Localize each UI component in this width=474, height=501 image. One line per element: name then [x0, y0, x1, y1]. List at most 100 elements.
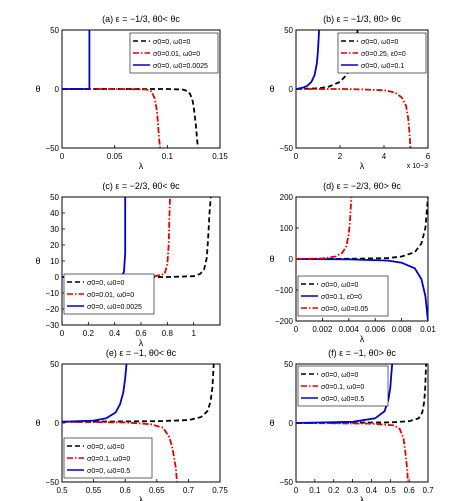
x-tick-label: 0.7	[422, 486, 434, 495]
x-tick-label: 0.1	[162, 152, 174, 161]
y-tick-label: 100	[280, 224, 294, 233]
x-tick-label: 0.1	[309, 486, 321, 495]
series-line-3	[62, 364, 128, 423]
x-tick-label: 0	[60, 329, 65, 338]
y-axis-label: θ	[269, 418, 274, 428]
series-line-1	[62, 197, 212, 278]
y-tick-label: 0	[289, 255, 294, 264]
x-tick-label: 0.5	[385, 486, 397, 495]
panel-title: (e) ε = −1, θ0< θc	[106, 348, 177, 358]
panel-title: (f) ε = −1, θ0> θc	[328, 348, 396, 358]
x-tick-label: 0.15	[212, 152, 228, 161]
x-axis-label: λ	[360, 161, 365, 171]
legend: σ0=0, ω0=0 σ0=0.1, ω0=0 σ0=0, ω0=0.5	[297, 365, 389, 407]
series-line-2	[62, 420, 178, 482]
x-tick-label: 0	[294, 486, 299, 495]
x-tick-label: 0.65	[149, 486, 165, 495]
panel-3: (c) ε = −2/3, θ0< θc 0 0.2 0.4 0.6 0.8 1 −30 −20…	[35, 181, 221, 348]
legend: σ0=0, ω0=0 σ0=0.1, ε0=0 σ0=0, ω0=0.05	[297, 275, 389, 317]
y-tick-label: −50	[279, 144, 293, 153]
legend-label: σ0=0, ω0=0.5	[321, 396, 364, 403]
y-tick-label: −50	[279, 478, 293, 487]
x-tick-label: 0.7	[183, 486, 195, 495]
x-tick-label: 0.004	[339, 325, 360, 334]
series-line-1	[296, 364, 427, 424]
legend-label: σ0=0.01, ω0=0	[87, 292, 134, 299]
legend-label: σ0=0, ω0=0	[87, 444, 125, 451]
x-tick-label: 0.4	[366, 486, 378, 495]
series-line-2	[296, 88, 412, 148]
legend: σ0=0, ω0=0 σ0=0.01, ω0=0 σ0=0, ω0=0.0025	[129, 32, 219, 74]
y-axis-label: θ	[269, 254, 274, 264]
x-axis-label: λ	[139, 495, 144, 501]
x-tick-label: 0.5	[56, 486, 68, 495]
series-line-3	[296, 197, 353, 260]
x-axis-label: λ	[139, 338, 144, 348]
y-axis-label: θ	[35, 84, 40, 94]
x-tick-label: 0.75	[212, 486, 228, 495]
legend-label: σ0=0, ω0=0.1	[361, 63, 404, 70]
y-tick-label: 30	[50, 225, 59, 234]
legend: σ0=0, ω0=0 σ0=0.25, ε0=0 σ0=0, ω0=0.1	[337, 32, 427, 74]
y-tick-label: −20	[45, 305, 59, 314]
x-multiplier-label: x 10−3	[407, 163, 428, 170]
y-tick-label: 0	[55, 85, 60, 94]
y-tick-label: 50	[50, 193, 59, 202]
legend-label: σ0=0.25, ε0=0	[361, 51, 406, 58]
panel-title: (a) ε = −1/3, θ0< θc	[102, 14, 180, 24]
legend-label: σ0=0.1, ω0=0	[321, 384, 364, 391]
y-tick-label: 200	[280, 193, 294, 202]
y-tick-label: 50	[284, 26, 293, 35]
x-tick-label: 2	[338, 152, 343, 161]
x-tick-label: 0.6	[120, 486, 132, 495]
y-axis-label: θ	[35, 418, 40, 428]
y-axis-label: θ	[269, 84, 274, 94]
series-line-3	[296, 30, 320, 90]
y-tick-label: 50	[284, 360, 293, 369]
y-tick-label: 0	[55, 273, 60, 282]
panel-title: (d) ε = −2/3, θ0> θc	[323, 181, 401, 191]
x-axis-label: λ	[360, 334, 365, 344]
y-tick-label: 0	[55, 419, 60, 428]
x-axis-label: λ	[139, 161, 144, 171]
y-tick-label: 20	[50, 241, 59, 250]
x-tick-label: 0	[294, 325, 299, 334]
legend-label: σ0=0.01, ω0=0	[153, 51, 200, 58]
panel-4: (d) ε = −2/3, θ0> θc 0 0.002 0.004 0.006 0.00…	[269, 181, 436, 344]
legend: σ0=0, ω0=0 σ0=0.01, ω0=0 σ0=0, ω0=0.0025	[63, 273, 155, 315]
x-tick-label: 0.006	[365, 325, 386, 334]
x-tick-label: 0	[294, 152, 299, 161]
legend: σ0=0, ω0=0 σ0=0.1, ω0=0 σ0=0, ω0=0.5	[63, 437, 153, 479]
series-line-1	[62, 88, 199, 148]
y-tick-label: 0	[289, 85, 294, 94]
legend-box	[337, 32, 427, 74]
y-tick-label: −10	[45, 289, 59, 298]
panel-5: (e) ε = −1, θ0< θc 0.5 0.55 0.6 0.65 0.7 0.75 −…	[35, 348, 228, 501]
legend-label: σ0=0, ω0=0	[361, 39, 399, 46]
x-tick-label: 6	[426, 152, 431, 161]
x-tick-label: 0.002	[312, 325, 333, 334]
x-tick-label: 0.2	[328, 486, 340, 495]
y-tick-label: 50	[50, 26, 59, 35]
legend-label: σ0=0, ω0=0.0025	[87, 304, 142, 311]
x-tick-label: 4	[382, 152, 387, 161]
panel-title: (b) ε = −1/3, θ0> θc	[323, 14, 401, 24]
x-tick-label: 0.3	[347, 486, 359, 495]
legend-label: σ0=0.1, ε0=0	[321, 294, 362, 301]
legend-label: σ0=0, ω0=0	[153, 39, 191, 46]
x-tick-label: 0.55	[86, 486, 102, 495]
y-tick-label: −50	[45, 478, 59, 487]
x-axis-label: λ	[360, 495, 365, 501]
x-tick-label: 0	[60, 152, 65, 161]
legend-box	[297, 365, 389, 407]
x-tick-label: 0.05	[107, 152, 123, 161]
panel-title: (c) ε = −2/3, θ0< θc	[102, 181, 180, 191]
y-tick-label: 40	[50, 209, 59, 218]
x-tick-label: 0.01	[420, 325, 436, 334]
x-tick-label: 0.4	[109, 329, 121, 338]
series-line-2	[62, 88, 161, 148]
y-tick-label: 50	[50, 360, 59, 369]
legend-label: σ0=0, ω0=0.0025	[153, 63, 208, 70]
